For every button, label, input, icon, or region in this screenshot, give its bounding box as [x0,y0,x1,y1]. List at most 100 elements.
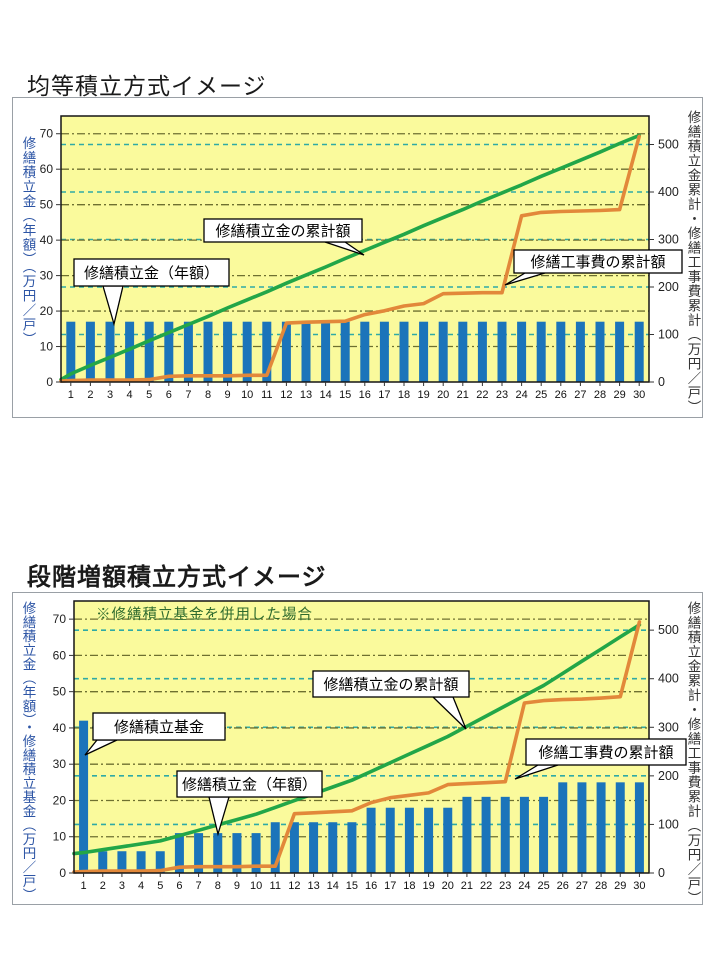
x-axis-tick-label: 17 [384,880,396,892]
annual-reserve-bar [213,833,223,873]
annual-reserve-bar [194,833,204,873]
right-axis-tick-label: 0 [658,375,665,389]
step-method-chart: 0 10 20 30 40 50 60 70 0 100 200 300 400 500 1 2 3 4 5 6 7 8 9… [12,592,703,906]
annual-reserve-bar [66,321,76,382]
x-axis-tick-label: 26 [557,880,569,892]
annual-reserve-bar [615,321,625,382]
annual-reserve-bar [462,796,472,873]
annual-reserve-bar [615,782,625,873]
annual-reserve-bar [577,782,587,873]
annual-reserve-bar [399,321,409,382]
x-axis-tick-label: 2 [87,389,93,401]
left-axis-tick-label: 70 [40,127,54,141]
right-axis-tick-label: 100 [658,328,679,342]
annual-reserve-bar [360,321,370,382]
annual-reserve-bar [424,807,434,873]
x-axis-tick-label: 8 [205,389,211,401]
page-title-equal-method: 均等積立方式イメージ [27,73,267,100]
x-axis-tick-label: 13 [300,389,312,401]
left-axis-tick-label: 0 [59,866,66,880]
x-axis-tick-label: 8 [215,880,221,892]
x-axis-tick-label: 18 [398,389,410,401]
right-axis-tick-label: 400 [658,672,679,686]
x-axis-tick-label: 18 [403,880,415,892]
annual-reserve-bar [497,321,507,382]
annotation-callout: 修繕積立金（年額） [176,770,323,837]
left-axis-tick-label: 40 [53,721,67,735]
annual-reserve-bar [232,833,242,873]
annual-reserve-bar [595,321,605,382]
annual-reserve-bar [575,321,585,382]
x-axis-tick-label: 22 [476,389,488,401]
x-axis-tick-label: 13 [307,880,319,892]
x-axis-tick-label: 4 [127,389,133,401]
x-axis-tick-label: 5 [146,389,152,401]
annual-reserve-bar [500,796,510,873]
annual-reserve-bar [481,796,491,873]
annual-reserve-bar [347,822,357,873]
annual-reserve-bar [309,822,319,873]
left-axis-tick-label: 30 [53,757,67,771]
cumulative-reserve-line [72,623,642,856]
left-axis-tick-label: 50 [40,198,54,212]
left-axis-tick-label: 70 [53,612,67,626]
x-axis-tick-label: 3 [119,880,125,892]
annual-reserve-bar [79,720,89,873]
right-axis-tick-label: 200 [658,769,679,783]
annual-reserve-bar [155,851,165,873]
x-axis-tick-label: 16 [365,880,377,892]
annual-reserve-bar [289,822,299,873]
annual-reserve-bar [634,321,644,382]
annotation-callout: 修繕工事費の累計額 [514,738,687,780]
plot-border [60,115,650,383]
annotation-box [312,670,470,698]
plot-border [73,600,650,874]
annual-reserve-bar [634,782,644,873]
x-axis-tick-label: 20 [442,880,454,892]
annual-reserve-bar [203,321,213,382]
x-axis-tick-label: 25 [537,880,549,892]
annual-reserve-bar [379,321,389,382]
x-axis-tick-label: 24 [518,880,530,892]
annual-reserve-bar [242,321,252,382]
annual-reserve-bar [321,321,331,382]
x-axis-tick-label: 7 [185,389,191,401]
x-axis-tick-label: 6 [176,880,182,892]
annotation-label: 修繕積立金の累計額 [323,677,458,694]
x-axis-tick-label: 21 [457,389,469,401]
x-axis-tick-label: 3 [107,389,113,401]
x-axis-tick-label: 27 [574,389,586,401]
left-axis-tick-label: 10 [53,830,67,844]
left-axis-tick-label: 20 [53,793,67,807]
annotation-callout: 修繕積立金（年額） [73,258,230,327]
x-axis-tick-label: 15 [339,389,351,401]
annotation-label: 修繕積立金（年額） [182,777,317,794]
right-axis-tick-label: 500 [658,138,679,152]
annotation-label: 修繕工事費の累計額 [530,254,665,271]
annual-reserve-bar [262,321,272,382]
annual-reserve-bar [183,321,193,382]
x-axis-tick-label: 5 [157,880,163,892]
x-axis-tick-label: 27 [576,880,588,892]
x-axis-tick-label: 19 [417,389,429,401]
annual-reserve-bar [556,321,566,382]
right-axis-tick-label: 500 [658,623,679,637]
x-axis-tick-label: 12 [280,389,292,401]
x-axis-tick-label: 9 [234,880,240,892]
annotation-box [513,249,683,274]
x-axis-tick-label: 23 [499,880,511,892]
annotation-box [73,258,230,287]
annual-reserve-bar [223,321,233,382]
chart-note: ※修繕積立基金を併用した場合 [96,607,313,623]
annual-reserve-bar [117,851,127,873]
cumulative-cost-line [59,134,641,383]
x-axis-tick-label: 29 [613,389,625,401]
annual-reserve-bar [517,321,527,382]
annual-reserve-bar [477,321,487,382]
right-axis-title: 修繕積立金累計・修繕工事費累計（万円／戸） [685,110,701,415]
right-axis-tick-label: 400 [658,185,679,199]
annual-reserve-bar [174,833,184,873]
x-axis-tick-label: 12 [288,880,300,892]
x-axis-tick-label: 28 [594,389,606,401]
x-axis-tick-label: 24 [515,389,527,401]
